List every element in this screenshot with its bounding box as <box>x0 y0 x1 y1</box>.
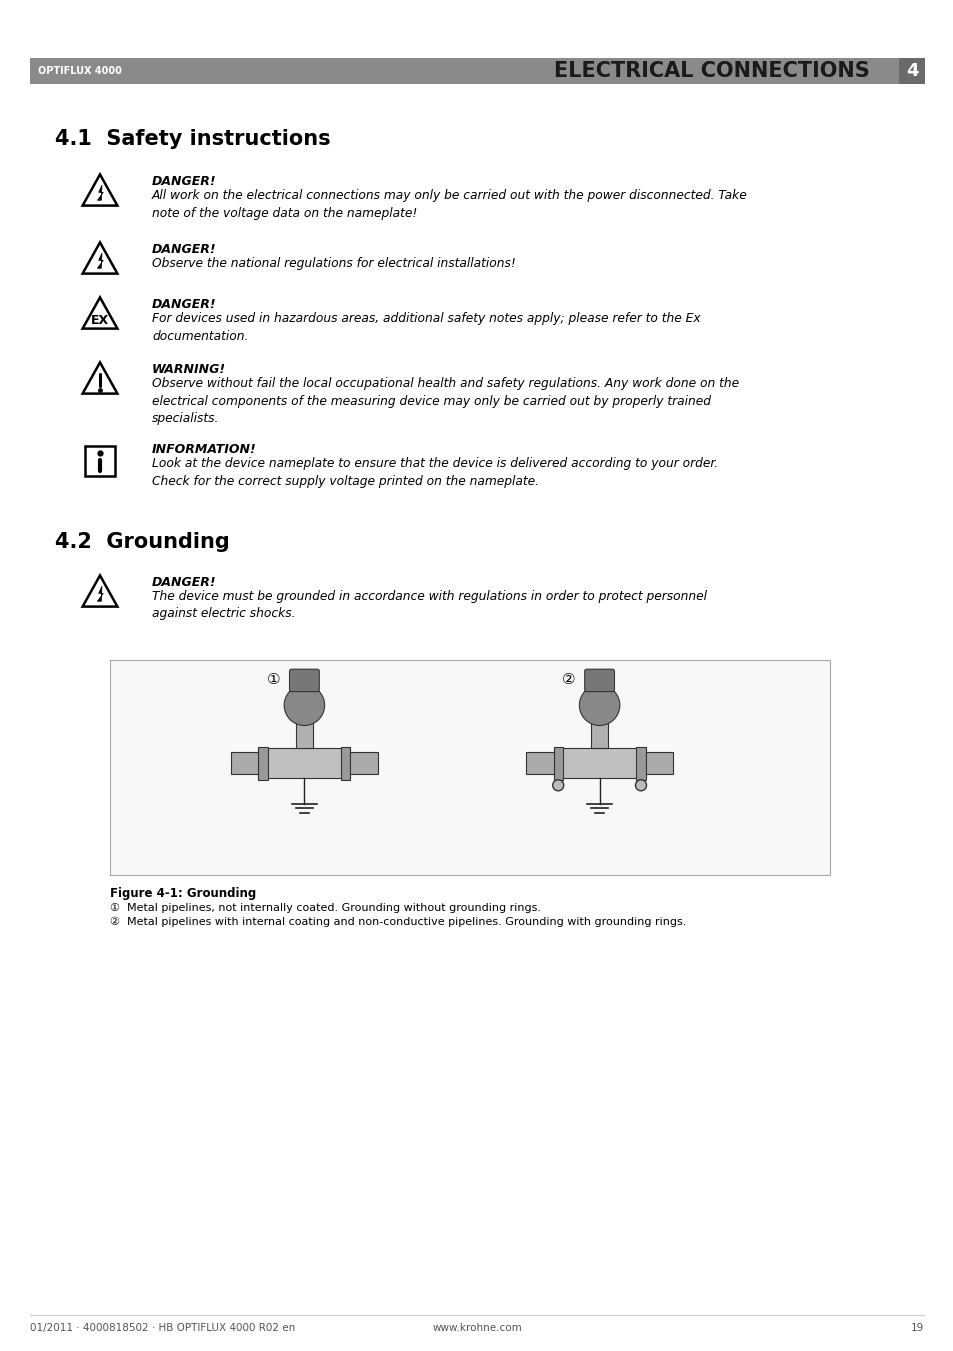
FancyBboxPatch shape <box>258 748 350 778</box>
Text: All work on the electrical connections may only be carried out with the power di: All work on the electrical connections m… <box>152 189 747 219</box>
Text: EX: EX <box>91 313 109 327</box>
Text: ②  Metal pipelines with internal coating and non-conductive pipelines. Grounding: ② Metal pipelines with internal coating … <box>110 917 685 927</box>
Polygon shape <box>97 586 103 601</box>
FancyBboxPatch shape <box>553 748 645 778</box>
Text: DANGER!: DANGER! <box>152 176 216 188</box>
Circle shape <box>578 685 619 725</box>
FancyBboxPatch shape <box>341 747 350 780</box>
FancyBboxPatch shape <box>591 721 607 748</box>
Text: Observe without fail the local occupational health and safety regulations. Any w: Observe without fail the local occupatio… <box>152 377 739 426</box>
Text: DANGER!: DANGER! <box>152 243 216 255</box>
FancyBboxPatch shape <box>295 721 313 748</box>
Text: The device must be grounded in accordance with regulations in order to protect p: The device must be grounded in accordanc… <box>152 590 706 620</box>
FancyBboxPatch shape <box>30 58 924 84</box>
Text: WARNING!: WARNING! <box>152 363 226 376</box>
FancyBboxPatch shape <box>110 661 829 875</box>
Text: www.krohne.com: www.krohne.com <box>432 1323 521 1333</box>
Text: ELECTRICAL CONNECTIONS: ELECTRICAL CONNECTIONS <box>554 61 869 81</box>
Text: DANGER!: DANGER! <box>152 299 216 311</box>
Text: 4.2  Grounding: 4.2 Grounding <box>55 532 230 553</box>
Text: 19: 19 <box>910 1323 923 1333</box>
FancyBboxPatch shape <box>525 753 553 774</box>
Circle shape <box>284 685 324 725</box>
Circle shape <box>635 780 646 790</box>
Text: 4.1  Safety instructions: 4.1 Safety instructions <box>55 128 331 149</box>
Text: ②: ② <box>561 671 575 688</box>
Text: Observe the national regulations for electrical installations!: Observe the national regulations for ele… <box>152 257 516 270</box>
FancyBboxPatch shape <box>85 446 115 477</box>
FancyBboxPatch shape <box>289 669 319 692</box>
FancyBboxPatch shape <box>636 747 645 780</box>
Text: DANGER!: DANGER! <box>152 576 216 589</box>
Text: ①: ① <box>266 671 280 688</box>
Text: 01/2011 · 4000818502 · HB OPTIFLUX 4000 R02 en: 01/2011 · 4000818502 · HB OPTIFLUX 4000 … <box>30 1323 294 1333</box>
Text: For devices used in hazardous areas, additional safety notes apply; please refer: For devices used in hazardous areas, add… <box>152 312 700 343</box>
Polygon shape <box>97 185 103 200</box>
Polygon shape <box>97 253 103 269</box>
FancyBboxPatch shape <box>553 747 562 780</box>
FancyBboxPatch shape <box>258 747 268 780</box>
FancyBboxPatch shape <box>645 753 673 774</box>
Text: 4: 4 <box>904 62 918 80</box>
Text: Figure 4-1: Grounding: Figure 4-1: Grounding <box>110 888 256 900</box>
Text: OPTIFLUX 4000: OPTIFLUX 4000 <box>38 66 122 76</box>
FancyBboxPatch shape <box>350 753 377 774</box>
FancyBboxPatch shape <box>231 753 258 774</box>
Text: Look at the device nameplate to ensure that the device is delivered according to: Look at the device nameplate to ensure t… <box>152 457 718 488</box>
FancyBboxPatch shape <box>584 669 614 692</box>
FancyBboxPatch shape <box>898 58 924 84</box>
Circle shape <box>552 780 563 790</box>
Text: ①  Metal pipelines, not internally coated. Grounding without grounding rings.: ① Metal pipelines, not internally coated… <box>110 902 540 913</box>
Text: INFORMATION!: INFORMATION! <box>152 443 256 457</box>
